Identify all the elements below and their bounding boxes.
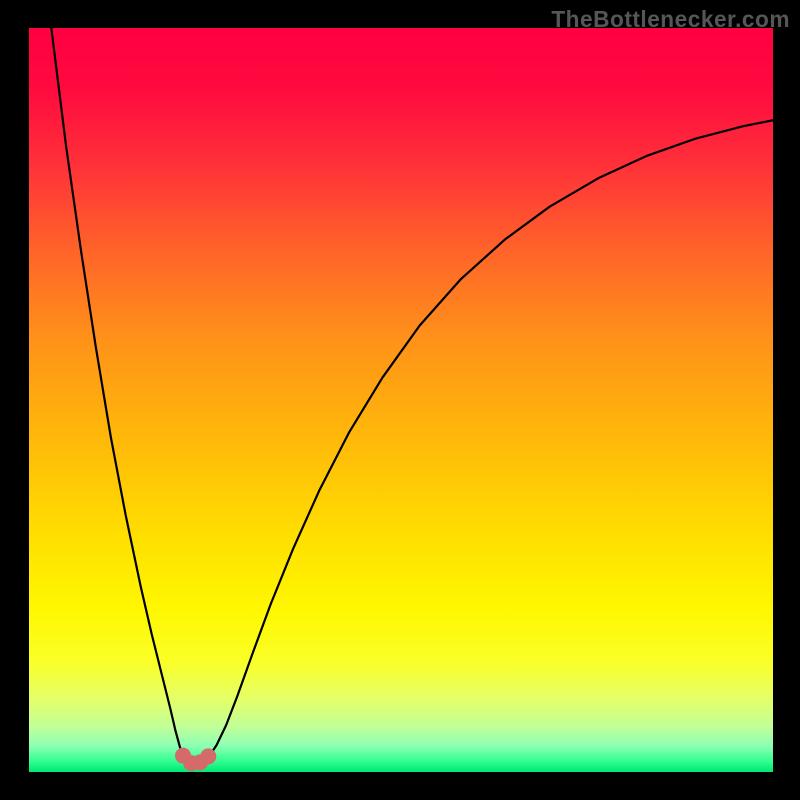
gradient-background bbox=[29, 28, 773, 772]
plot-area bbox=[29, 28, 773, 772]
bottleneck-chart: TheBottlenecker.com bbox=[0, 0, 800, 800]
watermark-text: TheBottlenecker.com bbox=[551, 6, 790, 33]
